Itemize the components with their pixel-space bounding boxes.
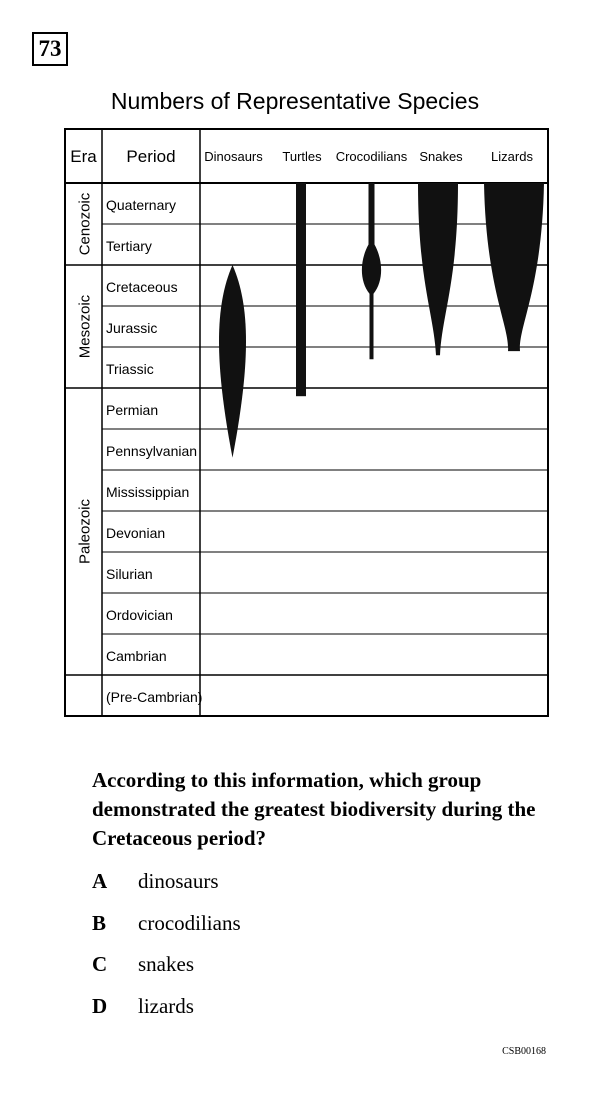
period-label: Ordovician — [106, 607, 173, 623]
period-label: Mississippian — [106, 484, 189, 500]
choice-d-letter: D — [92, 994, 108, 1018]
species-shapes — [219, 183, 544, 458]
crocodilians-shape — [361, 183, 382, 360]
period-label: Cretaceous — [106, 279, 178, 295]
header-group: Snakes — [419, 149, 463, 164]
era-label: Paleozoic — [77, 498, 94, 564]
period-label: Cambrian — [106, 648, 167, 664]
era-label: Mesozoic — [77, 294, 94, 358]
item-code: CSB00168 — [502, 1046, 546, 1057]
choice-c-text: snakes — [138, 952, 194, 976]
header-era: Era — [70, 147, 97, 166]
period-label: Jurassic — [106, 320, 157, 336]
table-grid — [64, 128, 549, 717]
header-group: Dinosaurs — [204, 149, 263, 164]
choice-d-text: lizards — [138, 994, 194, 1018]
question-number: 73 — [38, 36, 62, 61]
choice-a-text: dinosaurs — [138, 869, 219, 893]
table-border — [64, 128, 549, 717]
period-label: Tertiary — [106, 238, 152, 254]
era-label: Cenozoic — [77, 192, 94, 255]
period-label: Permian — [106, 402, 158, 418]
turtles-shape — [296, 183, 306, 397]
period-label: Triassic — [106, 361, 154, 377]
lizards-shape — [484, 183, 544, 352]
period-label: Devonian — [106, 525, 165, 541]
species-chart: Era Period Dinosaurs Turtles Crocodilians Sna… — [64, 128, 549, 717]
header-group: Turtles — [282, 149, 322, 164]
choice-b-letter: B — [92, 911, 107, 935]
period-label: Silurian — [106, 566, 153, 582]
header-group: Crocodilians — [336, 149, 408, 164]
period-label: Pennsylvanian — [106, 443, 197, 459]
choice-c-letter: C — [92, 952, 108, 976]
header-group: Lizards — [491, 149, 533, 164]
dinosaurs-shape — [219, 265, 246, 458]
snakes-shape — [418, 183, 458, 356]
question-text: According to this information, which gro… — [92, 768, 536, 850]
period-label: Quaternary — [106, 197, 176, 213]
choice-a-letter: A — [92, 869, 108, 893]
table-labels: Era Period Dinosaurs Turtles Crocodilians Sna… — [70, 147, 533, 705]
question-number-box: 73 — [32, 32, 68, 66]
period-label: (Pre-Cambrian) — [106, 689, 202, 705]
choice-b-text: crocodilians — [138, 911, 241, 935]
header-period: Period — [126, 147, 175, 166]
chart-title: Numbers of Representative Species — [110, 88, 480, 114]
